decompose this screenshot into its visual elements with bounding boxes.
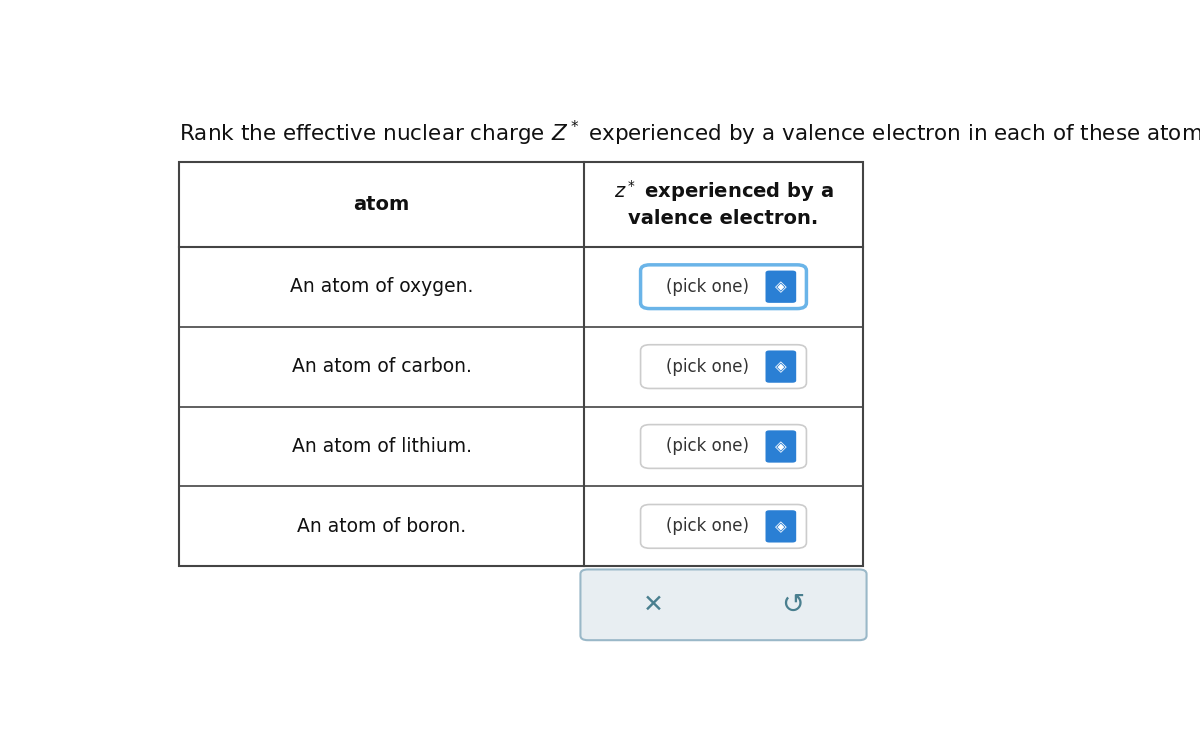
Text: ✕: ✕ bbox=[643, 593, 665, 617]
Text: valence electron.: valence electron. bbox=[629, 209, 818, 227]
Text: An atom of oxygen.: An atom of oxygen. bbox=[290, 277, 474, 296]
Text: ◈: ◈ bbox=[775, 279, 787, 294]
Text: An atom of lithium.: An atom of lithium. bbox=[292, 437, 472, 456]
Text: An atom of carbon.: An atom of carbon. bbox=[292, 357, 472, 376]
Text: $z^*$ experienced by a: $z^*$ experienced by a bbox=[613, 178, 833, 204]
FancyBboxPatch shape bbox=[581, 569, 866, 640]
Text: (pick one): (pick one) bbox=[666, 517, 750, 536]
Text: ↺: ↺ bbox=[781, 591, 805, 619]
FancyBboxPatch shape bbox=[766, 270, 796, 303]
FancyBboxPatch shape bbox=[766, 511, 796, 542]
FancyBboxPatch shape bbox=[641, 505, 806, 548]
FancyBboxPatch shape bbox=[641, 265, 806, 308]
Text: An atom of boron.: An atom of boron. bbox=[298, 517, 467, 536]
FancyBboxPatch shape bbox=[641, 425, 806, 468]
Text: atom: atom bbox=[354, 195, 410, 214]
Text: (pick one): (pick one) bbox=[666, 437, 750, 456]
Text: (pick one): (pick one) bbox=[666, 278, 750, 296]
Text: ◈: ◈ bbox=[775, 359, 787, 374]
FancyBboxPatch shape bbox=[641, 345, 806, 388]
Text: ◈: ◈ bbox=[775, 519, 787, 534]
FancyBboxPatch shape bbox=[766, 431, 796, 462]
Text: Rank the effective nuclear charge $Z^*$ experienced by a valence electron in eac: Rank the effective nuclear charge $Z^*$ … bbox=[180, 119, 1200, 148]
Text: ◈: ◈ bbox=[775, 439, 787, 454]
FancyBboxPatch shape bbox=[766, 350, 796, 383]
Text: (pick one): (pick one) bbox=[666, 358, 750, 376]
